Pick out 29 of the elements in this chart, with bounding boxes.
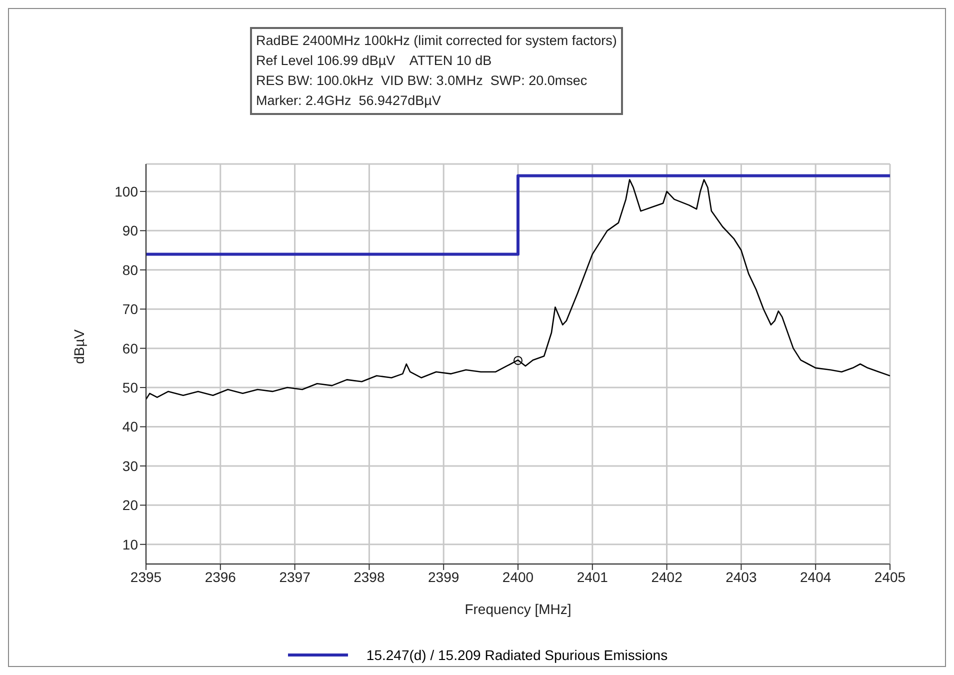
x-tick-label: 2405 — [874, 568, 906, 585]
y-tick-label: 90 — [122, 222, 138, 239]
text: RES BW: 100.0kHz VID BW: 3.0MHz SWP: 20.0msec — [256, 72, 588, 90]
y-tick-label: 40 — [122, 418, 138, 435]
text: RadBE 2400MHz 100kHz (limit corrected for system factors) — [256, 32, 617, 50]
x-axis-title: Frequency [MHz] — [464, 601, 572, 617]
line-series — [146, 179, 890, 400]
y-tick-label: 100 — [114, 183, 138, 200]
x-tick-label: 2401 — [576, 568, 608, 585]
x-tick-label: 2395 — [130, 568, 162, 585]
text: Ref Level 106.99 dBµV ATTEN 10 dB — [256, 52, 493, 70]
y-tick-label: 10 — [122, 536, 138, 552]
x-tick-label: 2397 — [279, 568, 311, 585]
x-tick-label: 2404 — [800, 568, 832, 585]
x-tick-label: 2396 — [204, 568, 236, 585]
x-tick-label: 2398 — [354, 568, 385, 585]
x-tick-label: 2400 — [502, 568, 534, 585]
x-tick-label: 2402 — [651, 568, 683, 585]
x-tick-label: 2403 — [726, 568, 757, 585]
y-axis-title: dBµV — [70, 328, 87, 364]
y-tick-label: 60 — [122, 340, 138, 356]
y-tick-label: 50 — [122, 380, 138, 396]
legend-label: 15.247(d) / 15.209 Radiated Spurious Emissions — [366, 647, 668, 663]
y-tick-label: 30 — [122, 458, 138, 474]
y-tick-label: 70 — [122, 301, 138, 318]
text: Marker: 2.4GHz 56.9427dBµV — [256, 92, 442, 110]
y-tick-label: 80 — [122, 262, 138, 278]
y-tick-label: 20 — [122, 497, 138, 514]
x-tick-label: 2399 — [428, 568, 460, 585]
